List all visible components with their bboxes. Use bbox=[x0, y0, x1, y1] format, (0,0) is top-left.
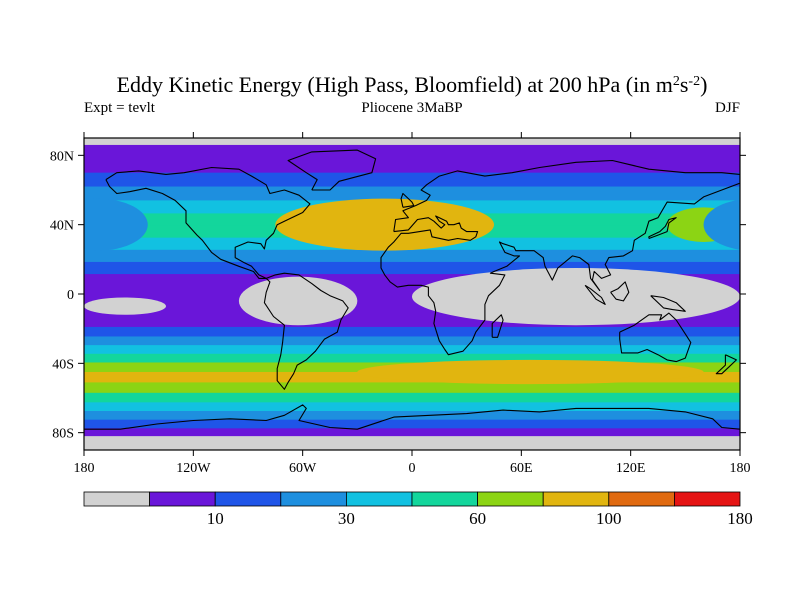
coastline-antarctica bbox=[84, 404, 740, 430]
eke-band bbox=[84, 138, 740, 146]
eke-region-north-pacific-minimum bbox=[703, 199, 740, 250]
eke-band bbox=[84, 428, 740, 437]
colorbar-box bbox=[542, 491, 610, 507]
colorbar-label: 100 bbox=[596, 509, 622, 528]
experiment-label: Expt = tevlt bbox=[84, 100, 156, 116]
coastlines bbox=[84, 149, 740, 430]
eke-band bbox=[84, 326, 740, 337]
colorbar-box bbox=[214, 491, 282, 507]
lon-tick-label: 0 bbox=[409, 461, 416, 476]
season-label: DJF bbox=[715, 100, 740, 116]
lon-tick-label: 180 bbox=[74, 461, 95, 476]
title-sup1: 2 bbox=[673, 74, 680, 89]
title-mid: s bbox=[680, 72, 689, 97]
colorbar-box bbox=[83, 491, 150, 507]
eke-region-south-atlantic-indian-maximum bbox=[0, 360, 48, 384]
colorbar-box bbox=[674, 491, 741, 507]
colorbar-box bbox=[608, 491, 675, 507]
coastline-australia bbox=[619, 312, 692, 363]
coastline-japan bbox=[648, 217, 677, 240]
eke-band bbox=[84, 419, 740, 429]
eke-band bbox=[84, 345, 740, 355]
lon-tick-label: 60W bbox=[289, 461, 317, 476]
eke-region-tropical-minimum-south-america bbox=[238, 276, 358, 326]
coastline-new-zealand bbox=[715, 354, 737, 375]
lat-tick-label: 80N bbox=[50, 149, 74, 164]
coastline-uk bbox=[400, 192, 415, 208]
lon-tick-label: 60E bbox=[510, 461, 533, 476]
lat-tick-label: 0 bbox=[67, 288, 74, 303]
coastline-madagascar bbox=[491, 314, 504, 338]
eke-band bbox=[84, 444, 740, 450]
eke-region-south-atlantic-indian-maximum bbox=[357, 359, 704, 385]
lat-tick-label: 40S bbox=[52, 357, 74, 372]
eke-band bbox=[84, 186, 740, 201]
eke-region-tropical-minimum-east-pacific bbox=[84, 297, 166, 315]
eke-region-north-atlantic-storm-track bbox=[275, 198, 494, 251]
colorbar-label: 10 bbox=[207, 509, 224, 528]
eke-band bbox=[84, 436, 740, 446]
coastline-greenland bbox=[287, 149, 377, 191]
colorbar-box bbox=[280, 491, 347, 507]
longitude-axis: 180 120W 60W 0 60E 120E 180 bbox=[74, 132, 751, 476]
figure-title: Eddy Kinetic Energy (High Pass, Bloomfie… bbox=[117, 72, 708, 97]
eke-region-north-pacific-minimum bbox=[84, 198, 148, 251]
colorbar-box bbox=[149, 491, 216, 507]
colorbar-label: 60 bbox=[469, 509, 486, 528]
eke-regional-features bbox=[0, 198, 740, 385]
coastline-borneo bbox=[610, 281, 630, 302]
eke-band bbox=[84, 392, 740, 403]
eke-band bbox=[84, 336, 740, 346]
eke-band bbox=[84, 382, 740, 394]
lon-tick-label: 120W bbox=[176, 461, 211, 476]
colorbar-box bbox=[477, 491, 544, 507]
eke-region-tropical-minimum-africa-indian-ocean bbox=[412, 268, 740, 326]
colorbar-label: 30 bbox=[338, 509, 355, 528]
colorbar-box bbox=[411, 491, 478, 507]
eke-band bbox=[84, 249, 740, 263]
eke-band bbox=[84, 411, 740, 421]
coastline-sumatra bbox=[584, 284, 606, 305]
colorbar: 10 30 60 100 180 bbox=[83, 491, 753, 528]
title-sup2: -2 bbox=[688, 74, 700, 89]
eke-band bbox=[84, 402, 740, 412]
latitude-axis: 80N 40N 0 40S 80S bbox=[50, 149, 746, 442]
colorbar-label: 180 bbox=[727, 509, 753, 528]
lat-tick-label: 40N bbox=[50, 219, 74, 234]
lon-tick-label: 180 bbox=[730, 461, 751, 476]
lat-tick-label: 80S bbox=[52, 427, 74, 442]
coastline-eurasia-africa bbox=[380, 159, 740, 356]
coastline-new-guinea bbox=[650, 295, 686, 312]
map-panel bbox=[0, 138, 740, 450]
period-label: Pliocene 3MaBP bbox=[361, 100, 462, 116]
title-end: ) bbox=[700, 72, 707, 97]
lon-tick-label: 120E bbox=[616, 461, 646, 476]
eke-band bbox=[84, 144, 740, 160]
coastline-south-america bbox=[263, 272, 349, 390]
eke-band bbox=[84, 172, 740, 188]
colorbar-box bbox=[345, 491, 413, 507]
title-main: Eddy Kinetic Energy (High Pass, Bloomfie… bbox=[117, 72, 673, 97]
coastline-north-america bbox=[105, 166, 311, 279]
eke-band bbox=[84, 158, 740, 174]
eke-band bbox=[84, 353, 740, 363]
